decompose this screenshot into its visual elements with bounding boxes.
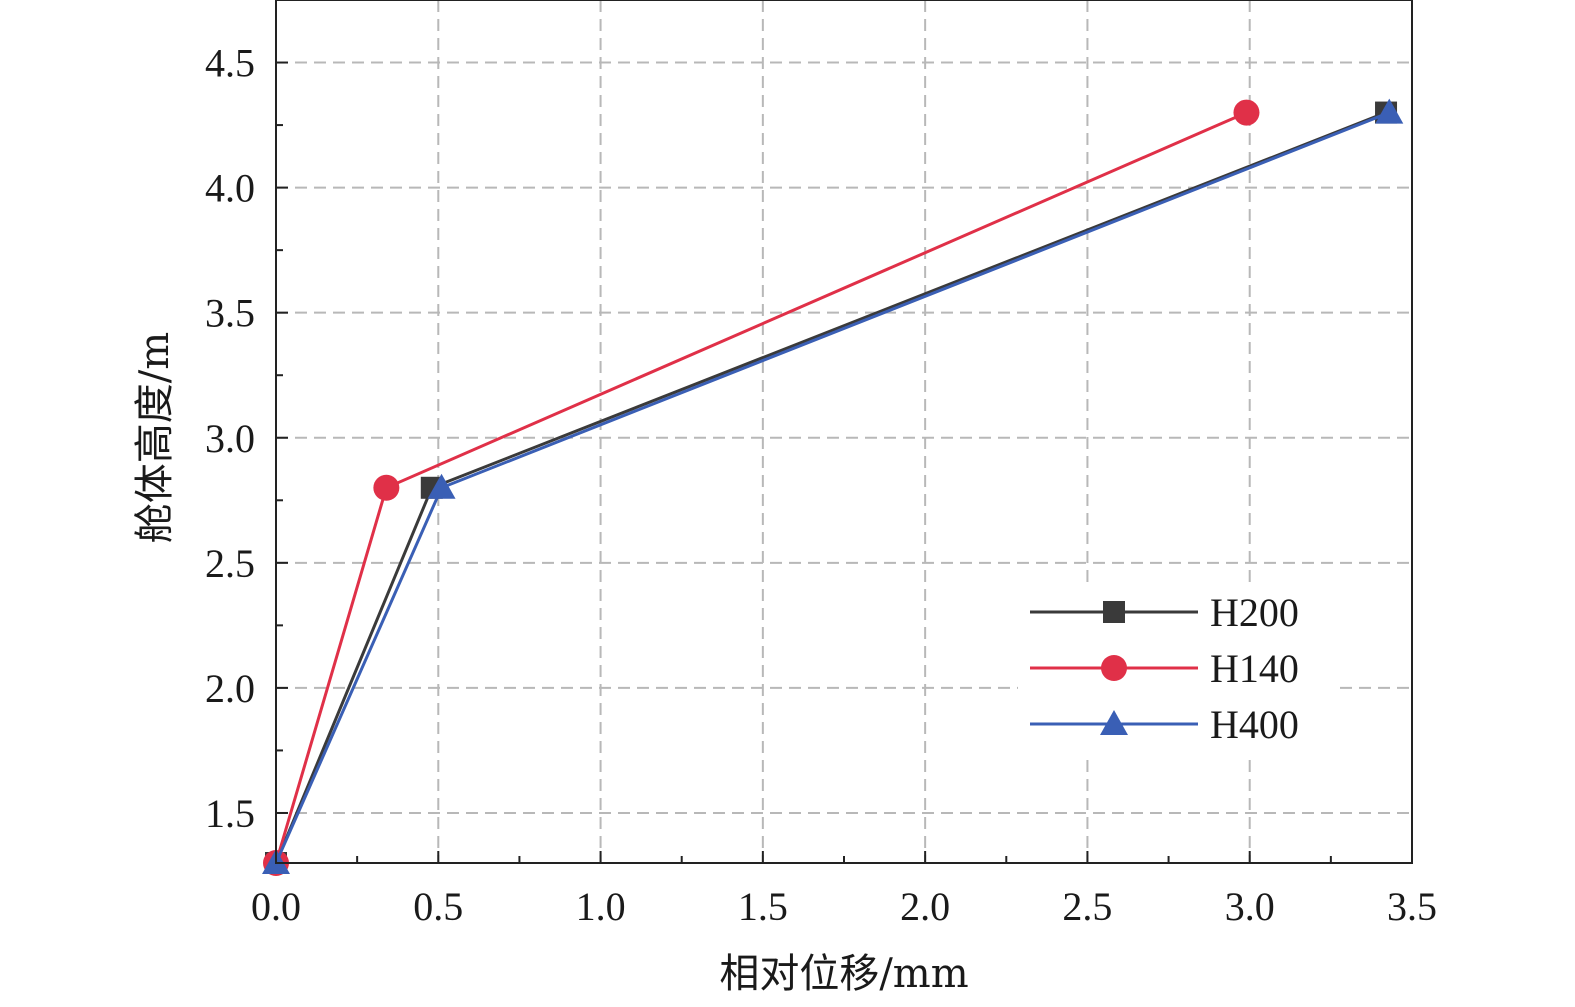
y-tick-label: 1.5 <box>205 791 255 836</box>
legend-item: H140 <box>1030 646 1299 691</box>
x-tick-label: 1.0 <box>576 884 626 929</box>
x-tick-label: 3.5 <box>1387 884 1437 929</box>
series-h400 <box>262 98 1404 874</box>
y-tick-label: 3.5 <box>205 291 255 336</box>
ticks <box>275 61 1413 863</box>
legend-label: H400 <box>1210 702 1299 747</box>
legend: H200 H140 H400 <box>1018 585 1338 760</box>
legend-label: H200 <box>1210 590 1299 635</box>
legend-marker <box>1101 655 1127 681</box>
y-tick-label: 2.5 <box>205 541 255 586</box>
data-point <box>1233 99 1260 126</box>
x-tick-label: 2.0 <box>900 884 950 929</box>
data-point <box>427 473 456 499</box>
x-tick-label: 3.0 <box>1225 884 1275 929</box>
y-tick-labels: 1.5 2.0 2.5 3.0 3.5 4.0 4.5 <box>205 41 255 836</box>
series-layer <box>262 98 1404 876</box>
y-axis-title: 舱体高度/m <box>132 332 178 543</box>
x-tick-label: 0.0 <box>251 884 301 929</box>
legend-item: H400 <box>1030 702 1299 747</box>
grid <box>276 0 1412 863</box>
legend-label: H140 <box>1210 646 1299 691</box>
legend-item: H200 <box>1030 590 1299 635</box>
y-tick-label: 2.0 <box>205 666 255 711</box>
y-tick-label: 3.0 <box>205 416 255 461</box>
legend-background <box>1018 585 1338 760</box>
legend-marker <box>1100 710 1128 735</box>
data-point <box>1375 98 1404 124</box>
x-tick-label: 1.5 <box>738 884 788 929</box>
y-tick-label: 4.0 <box>205 166 255 211</box>
data-point <box>373 474 400 501</box>
legend-marker <box>1103 601 1125 623</box>
x-tick-label: 0.5 <box>413 884 463 929</box>
x-tick-label: 2.5 <box>1062 884 1112 929</box>
x-tick-labels: 0.0 0.5 1.0 1.5 2.0 2.5 3.0 3.5 <box>251 884 1437 929</box>
x-axis-title: 相对位移/mm <box>719 951 968 997</box>
y-tick-label: 4.5 <box>205 41 255 86</box>
